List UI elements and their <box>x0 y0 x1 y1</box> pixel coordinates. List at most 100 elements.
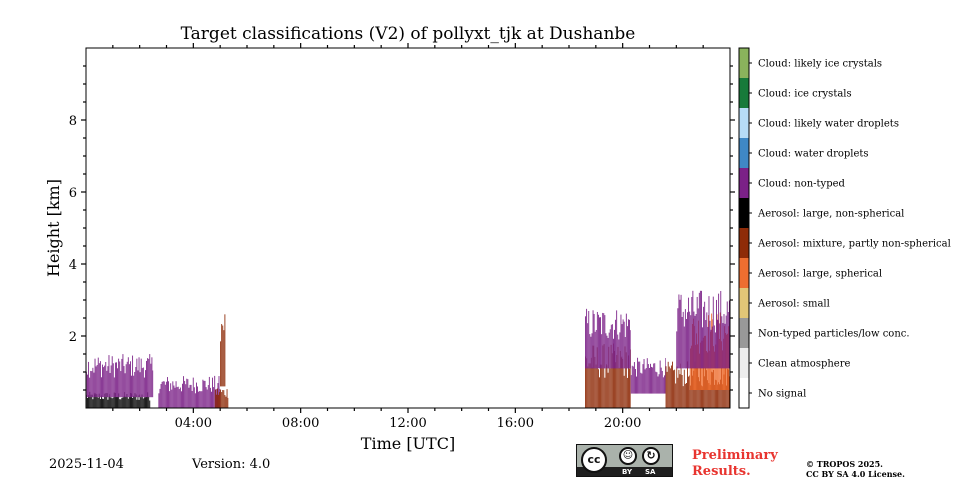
class-cell <box>141 394 143 408</box>
class-cell <box>625 352 627 408</box>
class-cell <box>585 316 586 369</box>
class-cell <box>140 358 142 398</box>
class-cell <box>721 365 723 408</box>
class-cell <box>209 387 211 408</box>
class-cell <box>168 381 169 408</box>
class-cell <box>89 377 91 398</box>
class-cell <box>621 356 623 408</box>
class-cell <box>615 319 617 369</box>
class-cell <box>725 333 727 390</box>
class-cell <box>220 389 222 408</box>
class-cell <box>614 329 615 369</box>
class-cell <box>109 394 111 408</box>
class-cell <box>720 379 722 408</box>
class-cell <box>138 357 140 398</box>
class-cell <box>633 362 635 394</box>
class-cell <box>721 350 723 390</box>
class-cell <box>685 382 687 408</box>
legend: No signal Clean atmosphere Non-typed parti… <box>738 47 951 409</box>
class-cell <box>677 308 679 369</box>
class-cell <box>159 388 161 408</box>
class-region <box>585 343 631 408</box>
class-cell <box>628 355 629 408</box>
class-cell <box>192 377 194 408</box>
class-cell <box>701 340 703 390</box>
class-cell <box>601 334 603 369</box>
class-cell <box>689 375 691 408</box>
class-cell <box>172 381 174 408</box>
class-cell <box>610 344 612 408</box>
class-cell <box>127 357 129 398</box>
class-cell <box>714 379 716 408</box>
legend-label: Aerosol: large, spherical <box>757 269 882 280</box>
class-region <box>676 290 730 369</box>
class-cell <box>99 361 101 398</box>
class-cell <box>682 311 684 369</box>
class-cell <box>680 294 682 369</box>
class-region <box>689 312 730 390</box>
class-cell <box>592 345 594 408</box>
legend-frame <box>738 47 750 409</box>
class-cell <box>654 363 656 394</box>
class-cell <box>595 329 597 369</box>
class-cell <box>692 375 694 408</box>
class-cell <box>221 324 223 387</box>
class-cell <box>586 308 588 369</box>
class-cell <box>613 338 614 369</box>
legend-swatch <box>739 318 749 348</box>
class-cell <box>588 363 590 408</box>
class-cell <box>589 363 591 408</box>
class-cell <box>725 315 727 369</box>
class-cell <box>92 367 94 398</box>
class-cell <box>188 387 190 408</box>
preliminary-line-2: Results. <box>692 464 751 479</box>
class-cell <box>180 391 182 408</box>
class-cell <box>694 315 696 369</box>
class-cell <box>211 391 212 408</box>
class-cell <box>722 323 724 369</box>
class-cell <box>690 315 692 369</box>
class-cell <box>101 395 102 408</box>
class-cell <box>183 376 185 408</box>
class-cell <box>167 377 168 408</box>
class-cell <box>133 395 135 408</box>
class-cell <box>701 290 702 369</box>
class-cell <box>718 338 720 390</box>
class-cell <box>681 374 683 408</box>
preliminary-line-1: Preliminary <box>692 448 778 463</box>
legend-swatch <box>739 168 749 198</box>
cc-sa-label: SA <box>645 468 656 476</box>
class-cell <box>662 377 664 394</box>
class-cell <box>678 294 680 369</box>
class-cell <box>121 358 123 398</box>
class-cell <box>125 396 127 408</box>
class-cell <box>702 337 704 390</box>
class-cell <box>215 394 217 408</box>
class-cell <box>696 296 698 369</box>
class-cell <box>107 366 109 398</box>
class-cell <box>695 366 697 408</box>
class-cell <box>698 292 700 369</box>
class-cell <box>711 372 713 408</box>
class-cell <box>626 377 628 408</box>
legend-swatch <box>739 78 749 108</box>
class-cell <box>93 372 95 398</box>
class-cell <box>114 392 116 408</box>
class-cell <box>191 390 193 408</box>
class-cell <box>104 393 106 408</box>
class-cell <box>692 290 694 369</box>
cc-icon: cc <box>581 447 607 473</box>
class-cell <box>708 296 710 369</box>
legend-swatch <box>739 378 749 408</box>
class-cell <box>723 314 725 369</box>
class-cell <box>204 380 206 408</box>
class-cell <box>622 319 624 369</box>
class-cell <box>205 387 207 408</box>
class-region <box>630 357 666 394</box>
class-cell <box>224 395 226 408</box>
class-cell <box>134 393 136 408</box>
class-cell <box>613 343 614 408</box>
class-cell <box>103 398 105 408</box>
cc-badge-band <box>577 467 672 476</box>
class-cell <box>716 299 717 369</box>
